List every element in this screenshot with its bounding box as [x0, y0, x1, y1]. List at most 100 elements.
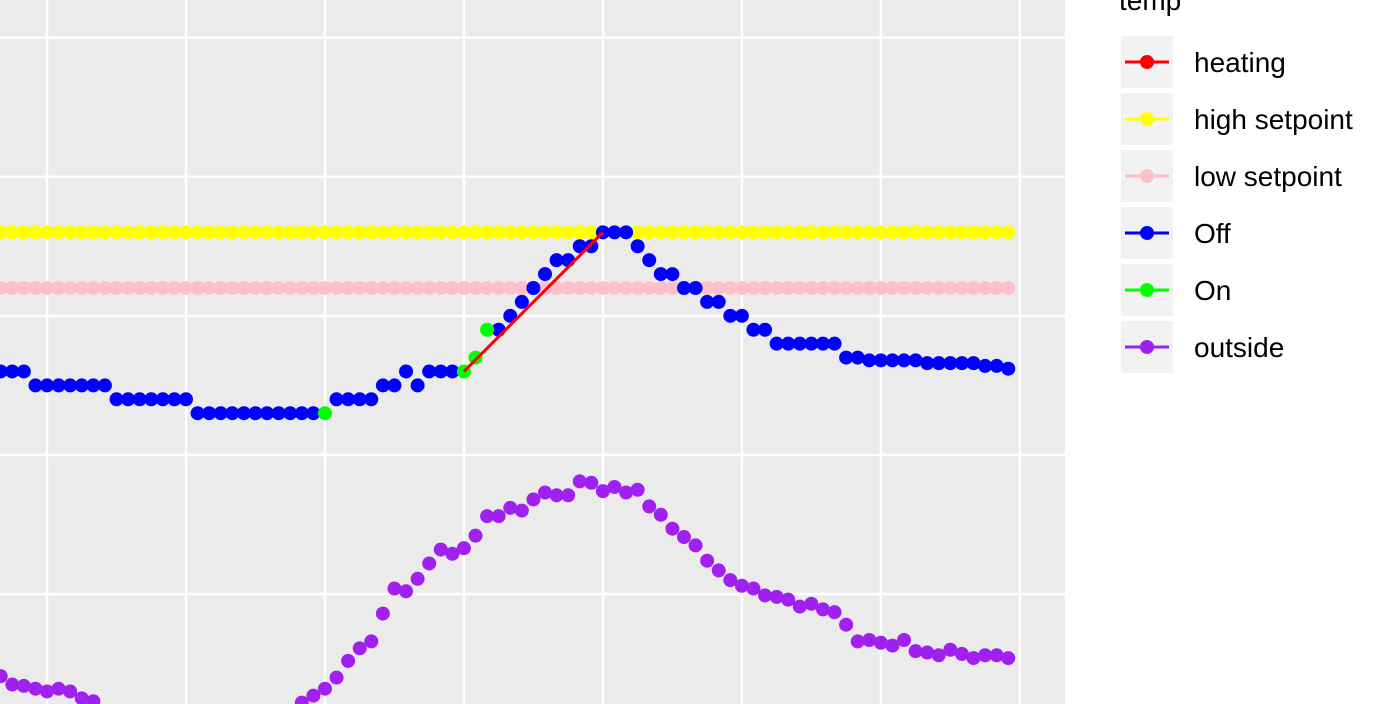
data-point [561, 281, 576, 295]
data-point [561, 488, 576, 503]
data-point [271, 281, 286, 295]
data-point [572, 474, 587, 489]
data-point [850, 634, 865, 649]
data-point [132, 225, 147, 240]
data-point [734, 578, 749, 593]
data-point [1001, 361, 1016, 376]
data-point [538, 485, 553, 500]
data-point [781, 225, 796, 240]
data-point [665, 267, 680, 282]
data-point [109, 392, 124, 407]
data-point [781, 592, 796, 607]
data-point [387, 225, 402, 240]
data-point [468, 281, 483, 295]
data-point [978, 225, 993, 240]
data-point [352, 225, 367, 240]
data-point [468, 350, 483, 365]
data-point [850, 350, 865, 365]
data-point [723, 281, 738, 295]
data-point [653, 281, 668, 295]
data-point [317, 406, 332, 421]
data-point [40, 684, 55, 699]
legend: heating high setpoint low setpoint Off On out… [1121, 36, 1353, 373]
data-point [74, 281, 89, 295]
data-point [329, 281, 344, 295]
data-point [954, 281, 969, 295]
data-point [480, 281, 495, 295]
data-point [97, 281, 112, 295]
data-point [97, 378, 112, 393]
data-point [792, 336, 807, 351]
data-point [364, 281, 379, 295]
data-point [248, 281, 263, 295]
data-point [236, 406, 251, 421]
heating-line [462, 231, 604, 373]
data-point [839, 617, 854, 632]
data-point [931, 281, 946, 295]
data-point [63, 225, 78, 240]
data-point [827, 336, 842, 351]
data-point [364, 225, 379, 240]
legend-point [1140, 340, 1154, 354]
data-point [815, 225, 830, 240]
data-point [190, 281, 205, 295]
data-point [572, 239, 587, 254]
data-point [248, 406, 263, 421]
data-point [734, 308, 749, 323]
data-point [538, 267, 553, 282]
legend-point [1140, 283, 1154, 297]
data-point [480, 509, 495, 524]
data-point [769, 589, 784, 604]
data-point [792, 281, 807, 295]
data-point [51, 681, 66, 696]
data-point [873, 635, 888, 650]
data-point [619, 485, 634, 500]
data-point [514, 281, 529, 295]
data-point [283, 281, 298, 295]
data-point [885, 281, 900, 295]
data-point [86, 225, 101, 240]
data-point [202, 225, 217, 240]
data-point [676, 281, 691, 295]
data-point [260, 281, 275, 295]
data-point [688, 538, 703, 553]
data-point [456, 225, 471, 240]
data-point [827, 605, 842, 620]
data-point [572, 281, 587, 295]
data-point [758, 281, 773, 295]
legend-point [1140, 112, 1154, 126]
data-point [862, 225, 877, 240]
data-point [897, 281, 912, 295]
data-point [978, 281, 993, 295]
data-point [271, 225, 286, 240]
data-point [121, 225, 136, 240]
data-point [746, 581, 761, 596]
data-point [526, 281, 541, 295]
data-point [456, 281, 471, 295]
data-point [5, 225, 20, 240]
data-point [711, 281, 726, 295]
data-point [422, 225, 437, 240]
data-point [63, 281, 78, 295]
data-point [758, 225, 773, 240]
data-point [804, 336, 819, 351]
plot-panel [0, 0, 1065, 704]
data-point [28, 378, 43, 393]
data-point [503, 500, 518, 515]
data-point [989, 281, 1004, 295]
data-point [225, 406, 240, 421]
data-point [642, 253, 657, 268]
data-point [375, 281, 390, 295]
data-point [850, 281, 865, 295]
data-point [503, 281, 518, 295]
data-point [897, 633, 912, 647]
data-point [306, 406, 321, 421]
data-point [178, 392, 193, 407]
marks [0, 225, 1016, 704]
data-point [676, 225, 691, 240]
data-point [399, 281, 414, 295]
data-point [954, 225, 969, 240]
data-point [549, 253, 564, 268]
data-point [653, 507, 668, 522]
data-point [619, 281, 634, 295]
